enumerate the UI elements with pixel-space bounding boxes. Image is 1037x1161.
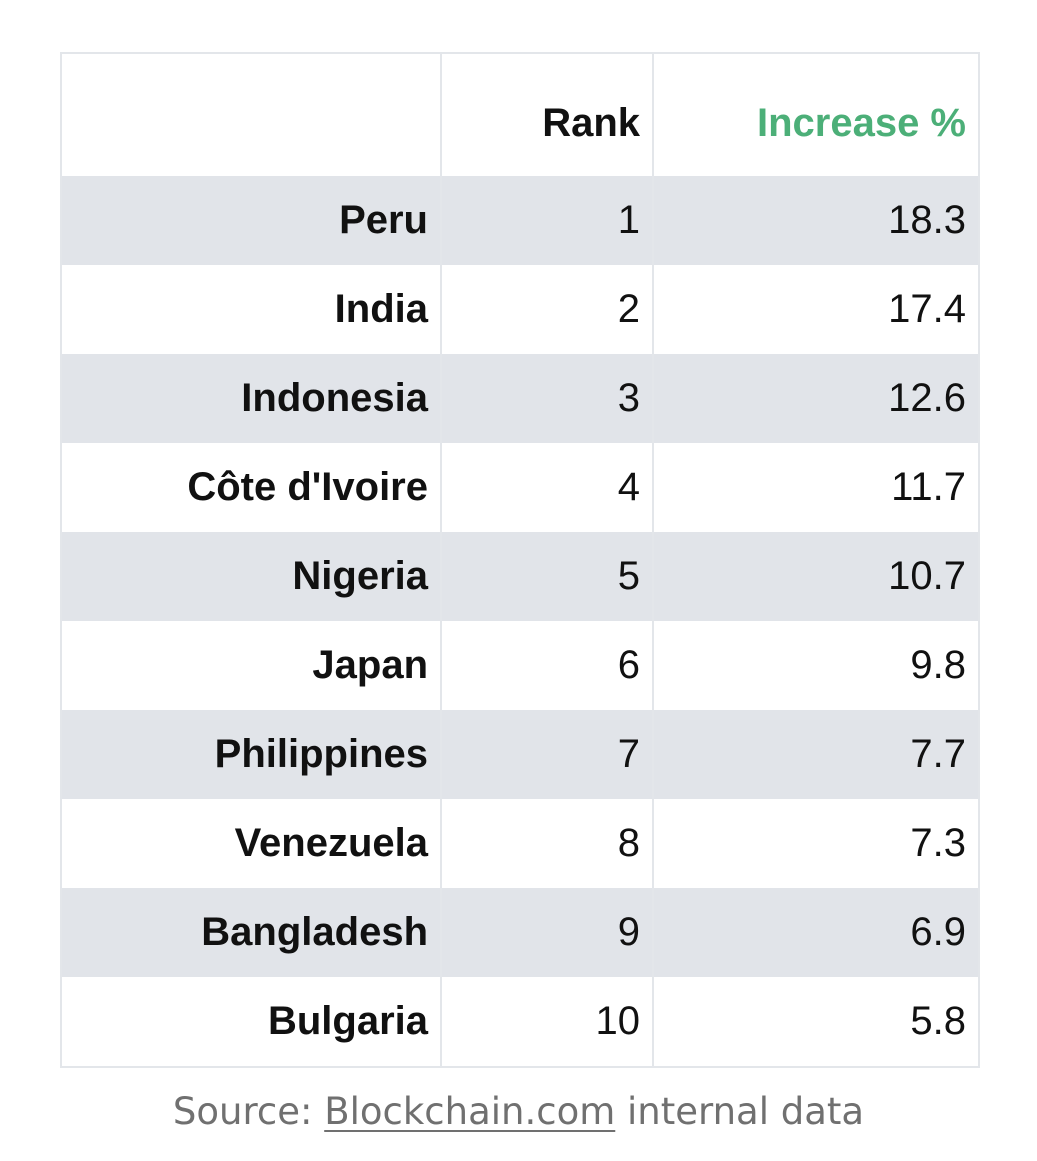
country-cell: Japan xyxy=(60,621,442,710)
rank-cell: 5 xyxy=(440,532,654,621)
source-caption: Source: Blockchain.com internal data xyxy=(0,1090,1037,1133)
table-row: Bangladesh 9 6.9 xyxy=(60,888,980,977)
rank-cell: 7 xyxy=(440,710,654,799)
header-increase: Increase % xyxy=(652,53,980,176)
table-row: India 2 17.4 xyxy=(60,265,980,354)
country-cell: Bangladesh xyxy=(60,888,442,977)
increase-cell: 17.4 xyxy=(652,265,980,354)
header-rank: Rank xyxy=(440,53,654,176)
rank-cell: 3 xyxy=(440,354,654,443)
increase-cell: 9.8 xyxy=(652,621,980,710)
ranking-table-container: Rank Increase % Peru 1 18.3 India 2 17.4 Indon… xyxy=(60,52,980,1068)
source-prefix: Source: xyxy=(172,1090,325,1133)
increase-cell: 12.6 xyxy=(652,354,980,443)
table-row: Côte d'Ivoire 4 11.7 xyxy=(60,443,980,532)
increase-cell: 11.7 xyxy=(652,443,980,532)
rank-cell: 4 xyxy=(440,443,654,532)
source-suffix: internal data xyxy=(615,1090,865,1133)
header-country xyxy=(60,53,442,176)
rank-cell: 1 xyxy=(440,176,654,265)
table-body: Peru 1 18.3 India 2 17.4 Indonesia 3 12.6 Côte d'… xyxy=(60,176,980,1067)
increase-cell: 7.3 xyxy=(652,799,980,888)
rank-cell: 10 xyxy=(440,977,654,1067)
source-link[interactable]: Blockchain.com xyxy=(324,1090,616,1133)
increase-cell: 10.7 xyxy=(652,532,980,621)
increase-cell: 6.9 xyxy=(652,888,980,977)
rank-cell: 8 xyxy=(440,799,654,888)
table-row: Philippines 7 7.7 xyxy=(60,710,980,799)
table-row: Peru 1 18.3 xyxy=(60,176,980,265)
table-header-row: Rank Increase % xyxy=(60,53,980,176)
country-cell: Nigeria xyxy=(60,532,442,621)
table-row: Bulgaria 10 5.8 xyxy=(60,977,980,1067)
country-cell: India xyxy=(60,265,442,354)
increase-cell: 7.7 xyxy=(652,710,980,799)
country-cell: Indonesia xyxy=(60,354,442,443)
increase-cell: 18.3 xyxy=(652,176,980,265)
table-row: Indonesia 3 12.6 xyxy=(60,354,980,443)
country-cell: Côte d'Ivoire xyxy=(60,443,442,532)
country-cell: Philippines xyxy=(60,710,442,799)
rank-cell: 6 xyxy=(440,621,654,710)
table-row: Nigeria 5 10.7 xyxy=(60,532,980,621)
country-cell: Venezuela xyxy=(60,799,442,888)
rank-cell: 9 xyxy=(440,888,654,977)
country-cell: Bulgaria xyxy=(60,977,442,1067)
ranking-table: Rank Increase % Peru 1 18.3 India 2 17.4 Indon… xyxy=(60,52,980,1068)
increase-cell: 5.8 xyxy=(652,977,980,1067)
table-row: Japan 6 9.8 xyxy=(60,621,980,710)
country-cell: Peru xyxy=(60,176,442,265)
table-row: Venezuela 8 7.3 xyxy=(60,799,980,888)
rank-cell: 2 xyxy=(440,265,654,354)
